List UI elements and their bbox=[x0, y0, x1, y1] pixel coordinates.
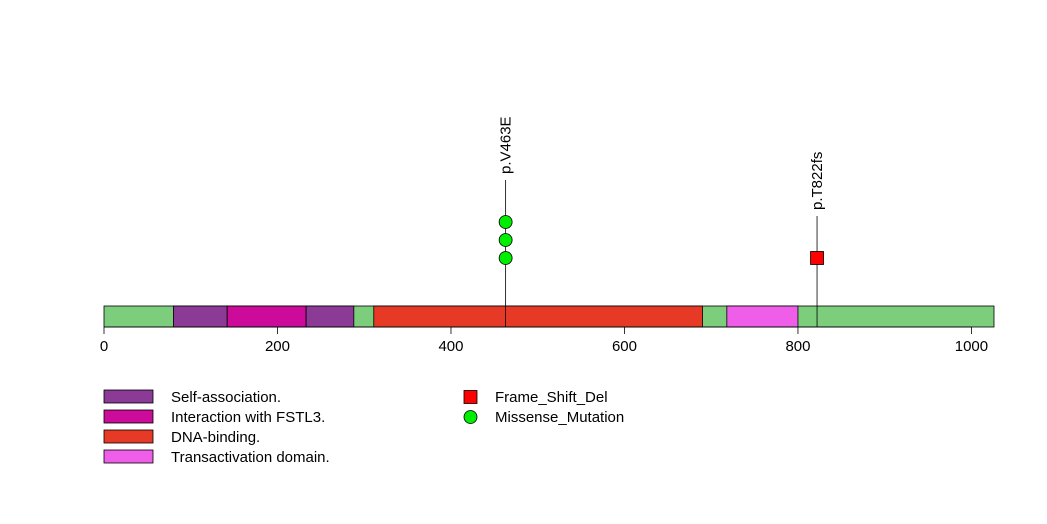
mutation-marker-1-0 bbox=[810, 251, 824, 265]
legend-type-marker-1 bbox=[463, 410, 478, 424]
legend-domain-label-0: Self-association. bbox=[171, 389, 281, 406]
x-tick-label-0: 0 bbox=[100, 338, 108, 355]
legend-domain-label-2: DNA-binding. bbox=[171, 429, 260, 446]
domain-1 bbox=[226, 305, 307, 328]
legend-domain-swatch-2 bbox=[103, 429, 154, 444]
mutation-markers-group bbox=[498, 215, 824, 265]
legend-domain-label-1: Interaction with FSTL3. bbox=[171, 409, 325, 426]
x-axis: 0 200 400 600 800 1000 bbox=[100, 326, 988, 355]
domain-4 bbox=[726, 305, 799, 328]
domain-2 bbox=[305, 305, 355, 328]
mutation-label-0: p.V463E bbox=[498, 116, 515, 174]
legend-type-label-1: Missense_Mutation bbox=[495, 409, 624, 426]
x-tick-label-5: 1000 bbox=[955, 338, 988, 355]
x-tick-label-3: 600 bbox=[612, 338, 637, 355]
mutation-marker-0-2 bbox=[498, 215, 513, 229]
legend-type-marker-0 bbox=[463, 390, 478, 404]
legend-domain-label-3: Transactivation domain. bbox=[171, 449, 330, 466]
domain-3 bbox=[373, 305, 703, 328]
legend-type-label-0: Frame_Shift_Del bbox=[495, 389, 608, 406]
x-tick-label-2: 400 bbox=[438, 338, 463, 355]
legend-domain-swatch-3 bbox=[103, 449, 154, 464]
mutation-type-legend: Frame_Shift_Del Missense_Mutation bbox=[463, 389, 624, 426]
x-tick-label-1: 200 bbox=[265, 338, 290, 355]
mutation-stems-group bbox=[505, 180, 818, 327]
legend-domain-swatch-1 bbox=[103, 409, 154, 424]
legend-domain-swatch-0 bbox=[103, 389, 154, 404]
domain-legend: Self-association. Interaction with FSTL3.… bbox=[103, 389, 330, 466]
mutation-labels-group: p.V463E p.T822fs bbox=[498, 116, 826, 210]
x-tick-label-4: 800 bbox=[785, 338, 810, 355]
domain-0 bbox=[172, 305, 228, 328]
mutation-marker-0-1 bbox=[498, 233, 513, 247]
domain-group bbox=[172, 305, 799, 328]
mutation-label-1: p.T822fs bbox=[809, 152, 826, 210]
mutation-marker-0-0 bbox=[498, 251, 513, 265]
